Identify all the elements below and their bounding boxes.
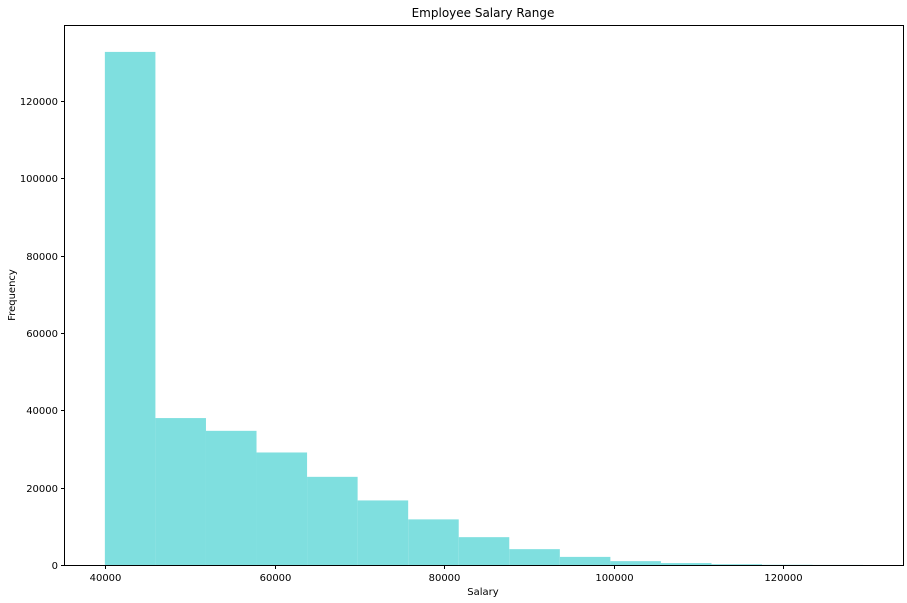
bars-group — [104, 51, 864, 566]
x-tick-label: 80000 — [429, 573, 461, 584]
histogram-bar-13 — [711, 564, 763, 565]
histogram-bar-10 — [559, 556, 611, 565]
histogram-bar-3 — [205, 430, 257, 565]
x-tick-label: 100000 — [595, 573, 633, 584]
y-tick-label: 60000 — [26, 329, 58, 340]
x-tick-label: 40000 — [90, 573, 122, 584]
x-tick-label: 120000 — [764, 573, 802, 584]
x-tick-label: 60000 — [260, 573, 292, 584]
histogram-bar-12 — [660, 563, 712, 565]
plot-frame — [64, 25, 904, 566]
histogram-bar-2 — [155, 418, 206, 565]
histogram-bar-4 — [256, 452, 308, 565]
y-tick-label: 0 — [52, 561, 58, 572]
y-axis-ticks: 0 20000 40000 60000 80000 100000 120000 — [20, 97, 65, 572]
histogram-bar-6 — [357, 500, 409, 565]
histogram-bar-1 — [104, 51, 156, 566]
y-tick-label: 20000 — [26, 484, 58, 495]
y-tick-label: 100000 — [20, 174, 58, 185]
y-tick-label: 120000 — [20, 97, 58, 108]
x-axis-label: Salary — [467, 587, 498, 598]
x-axis-ticks: 40000 60000 80000 100000 120000 — [90, 565, 803, 584]
histogram-bar-11 — [610, 561, 661, 565]
y-axis-label: Frequency — [7, 269, 18, 321]
y-tick-label: 80000 — [26, 252, 58, 263]
y-tick-label: 40000 — [26, 406, 58, 417]
histogram-bar-7 — [408, 519, 459, 565]
histogram-bar-8 — [458, 537, 510, 565]
chart-title: Employee Salary Range — [412, 6, 555, 20]
histogram-bar-5 — [307, 476, 358, 565]
histogram-bar-9 — [509, 549, 560, 565]
